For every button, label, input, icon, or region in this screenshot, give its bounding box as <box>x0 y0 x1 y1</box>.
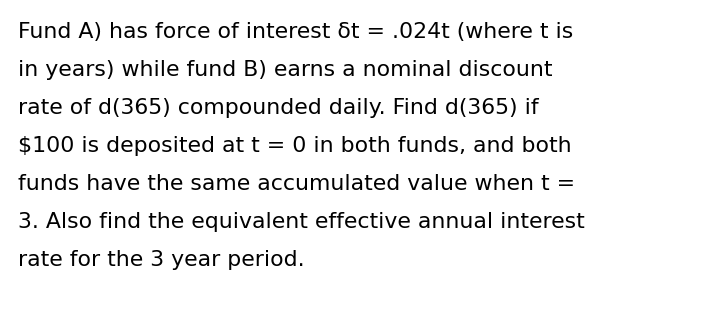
Text: $100 is deposited at t = 0 in both funds, and both: $100 is deposited at t = 0 in both funds… <box>18 136 572 156</box>
Text: in years) while fund B) earns a nominal discount: in years) while fund B) earns a nominal … <box>18 60 552 80</box>
Text: Fund A) has force of interest δt = .024t (where t is: Fund A) has force of interest δt = .024t… <box>18 22 573 42</box>
Text: 3. Also find the equivalent effective annual interest: 3. Also find the equivalent effective an… <box>18 212 585 232</box>
Text: rate for the 3 year period.: rate for the 3 year period. <box>18 250 305 270</box>
Text: rate of d(365) compounded daily. Find d(365) if: rate of d(365) compounded daily. Find d(… <box>18 98 539 118</box>
Text: funds have the same accumulated value when t =: funds have the same accumulated value wh… <box>18 174 575 194</box>
